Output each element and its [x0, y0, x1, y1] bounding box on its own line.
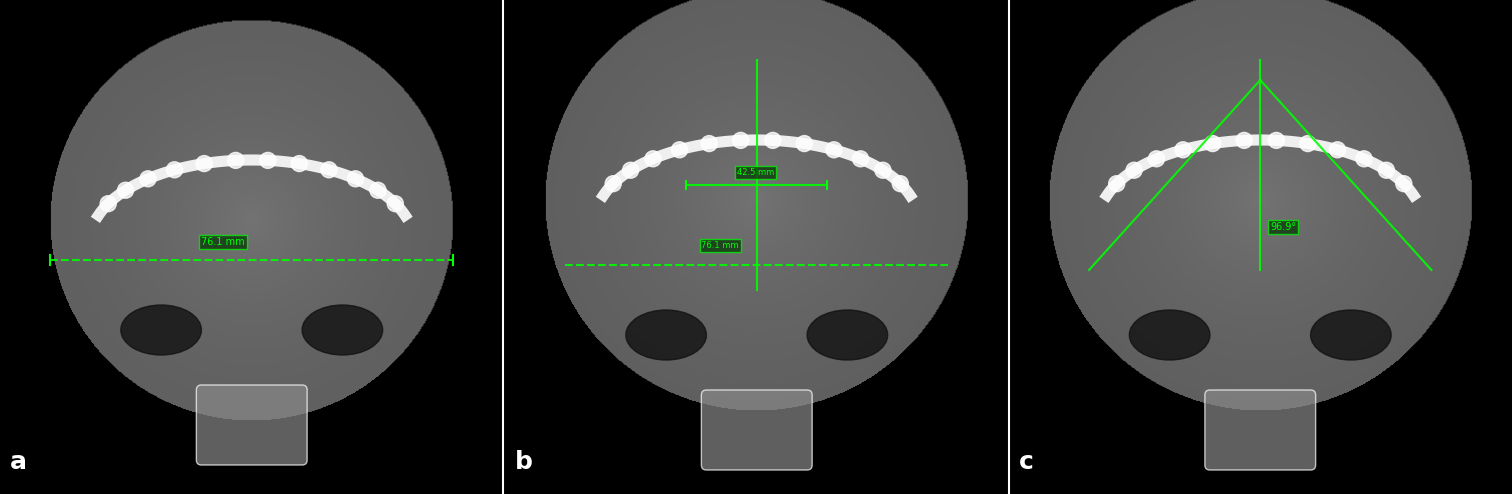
Circle shape — [197, 156, 212, 171]
Ellipse shape — [626, 310, 706, 360]
Circle shape — [100, 196, 116, 212]
Circle shape — [826, 142, 842, 158]
FancyBboxPatch shape — [702, 390, 812, 470]
Circle shape — [1379, 162, 1394, 178]
Circle shape — [605, 176, 621, 192]
Circle shape — [1329, 142, 1346, 158]
Circle shape — [623, 162, 638, 178]
Circle shape — [228, 153, 243, 168]
Circle shape — [733, 132, 748, 148]
Circle shape — [1237, 132, 1252, 148]
Text: b: b — [516, 450, 532, 474]
Ellipse shape — [1129, 310, 1210, 360]
Ellipse shape — [121, 305, 201, 355]
Circle shape — [702, 135, 717, 152]
Text: 42.5 mm: 42.5 mm — [736, 168, 774, 177]
Circle shape — [387, 196, 404, 212]
Circle shape — [1149, 151, 1164, 167]
Circle shape — [1175, 142, 1191, 158]
Circle shape — [321, 162, 337, 178]
Text: 76.1 mm: 76.1 mm — [702, 241, 739, 250]
Ellipse shape — [807, 310, 888, 360]
Circle shape — [141, 171, 156, 187]
Circle shape — [875, 162, 891, 178]
Text: 96.9°: 96.9° — [1270, 222, 1296, 232]
Circle shape — [671, 142, 688, 158]
Text: a: a — [11, 450, 27, 474]
Circle shape — [1300, 135, 1315, 152]
Circle shape — [1356, 151, 1371, 167]
Circle shape — [646, 151, 661, 167]
FancyBboxPatch shape — [197, 385, 307, 465]
Circle shape — [1205, 135, 1220, 152]
Text: 76.1 mm: 76.1 mm — [201, 237, 245, 247]
Ellipse shape — [1311, 310, 1391, 360]
Circle shape — [118, 182, 133, 198]
Circle shape — [797, 135, 812, 152]
Circle shape — [1269, 132, 1284, 148]
Text: c: c — [1019, 450, 1033, 474]
Circle shape — [1396, 176, 1412, 192]
Circle shape — [853, 151, 868, 167]
Circle shape — [292, 156, 307, 171]
FancyBboxPatch shape — [1205, 390, 1315, 470]
Ellipse shape — [302, 305, 383, 355]
Circle shape — [260, 153, 275, 168]
Circle shape — [892, 176, 909, 192]
Circle shape — [166, 162, 183, 178]
Circle shape — [1108, 176, 1125, 192]
Circle shape — [1126, 162, 1142, 178]
Circle shape — [370, 182, 386, 198]
Circle shape — [765, 132, 780, 148]
Circle shape — [348, 171, 363, 187]
